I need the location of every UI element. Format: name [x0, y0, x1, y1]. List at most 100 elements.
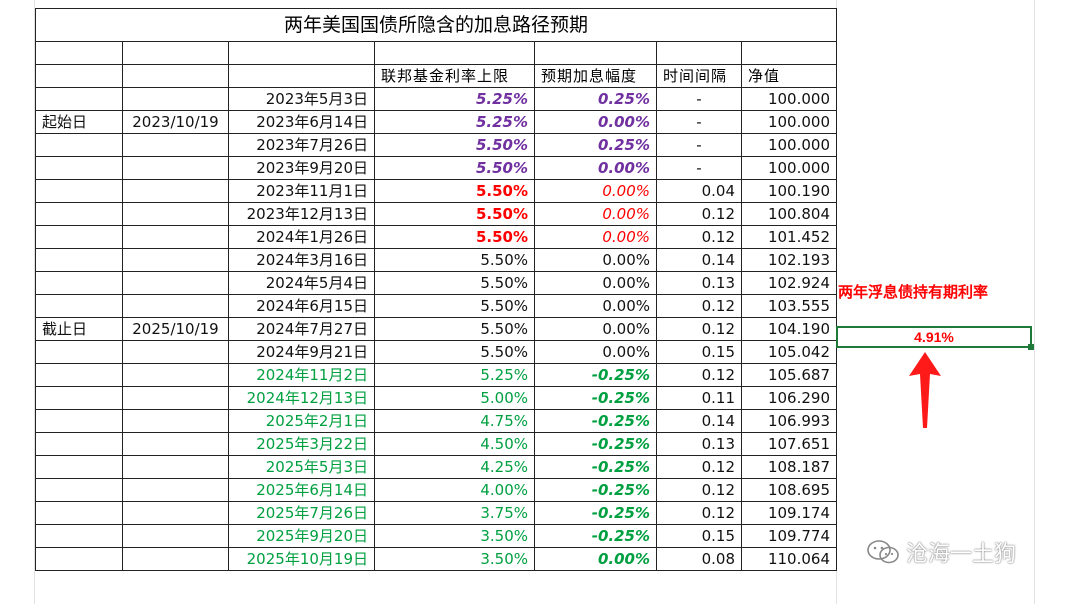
date-label-cell[interactable]	[122, 523, 229, 548]
header-fed-rate-cap[interactable]: 联邦基金利率上限	[374, 63, 535, 88]
label-cell[interactable]	[35, 247, 123, 272]
fed-rate-cap-cell[interactable]: 5.50%	[374, 201, 535, 226]
interval-cell[interactable]: 0.14	[656, 247, 742, 272]
label-cell[interactable]	[35, 178, 123, 203]
expected-hike-cell[interactable]: 0.00%	[534, 224, 657, 249]
fed-rate-cap-cell[interactable]: 5.50%	[374, 270, 535, 295]
interval-cell[interactable]: 0.12	[656, 224, 742, 249]
fed-rate-cap-cell[interactable]: 4.25%	[374, 454, 535, 479]
interval-cell[interactable]: 0.13	[656, 270, 742, 295]
start-label-cell[interactable]: 起始日	[35, 109, 123, 134]
nav-cell[interactable]: 100.000	[741, 109, 837, 134]
label-cell[interactable]	[35, 477, 123, 502]
nav-cell[interactable]: 108.695	[741, 477, 837, 502]
meeting-date-cell[interactable]: 2025年6月14日	[228, 477, 375, 502]
date-label-cell[interactable]	[122, 385, 229, 410]
date-label-cell[interactable]	[122, 454, 229, 479]
fed-rate-cap-cell[interactable]: 5.50%	[374, 224, 535, 249]
label-cell[interactable]	[35, 155, 123, 180]
date-label-cell[interactable]	[122, 86, 229, 111]
fill-handle[interactable]	[1028, 344, 1034, 350]
meeting-date-cell[interactable]: 2024年1月26日	[228, 224, 375, 249]
cell[interactable]	[656, 41, 742, 65]
label-cell[interactable]	[35, 523, 123, 548]
label-cell[interactable]	[35, 293, 123, 318]
nav-cell[interactable]: 108.187	[741, 454, 837, 479]
meeting-date-cell[interactable]: 2024年6月15日	[228, 293, 375, 318]
meeting-date-cell[interactable]: 2025年3月22日	[228, 431, 375, 456]
header-expected-hike[interactable]: 预期加息幅度	[534, 63, 657, 88]
meeting-date-cell[interactable]: 2023年9月20日	[228, 155, 375, 180]
fed-rate-cap-cell[interactable]: 5.50%	[374, 178, 535, 203]
date-label-cell[interactable]	[122, 477, 229, 502]
fed-rate-cap-cell[interactable]: 4.00%	[374, 477, 535, 502]
expected-hike-cell[interactable]: 0.00%	[534, 546, 657, 571]
label-cell[interactable]	[35, 500, 123, 525]
nav-cell[interactable]: 104.190	[741, 316, 837, 341]
meeting-date-cell[interactable]: 2025年7月26日	[228, 500, 375, 525]
fed-rate-cap-cell[interactable]: 3.50%	[374, 546, 535, 571]
fed-rate-cap-cell[interactable]: 5.50%	[374, 155, 535, 180]
fed-rate-cap-cell[interactable]: 5.50%	[374, 293, 535, 318]
date-label-cell[interactable]	[122, 500, 229, 525]
nav-cell[interactable]: 100.190	[741, 178, 837, 203]
fed-rate-cap-cell[interactable]: 4.75%	[374, 408, 535, 433]
end-label-cell[interactable]: 截止日	[35, 316, 123, 341]
nav-cell[interactable]: 107.651	[741, 431, 837, 456]
meeting-date-cell[interactable]: 2023年7月26日	[228, 132, 375, 157]
nav-cell[interactable]: 106.993	[741, 408, 837, 433]
nav-cell[interactable]: 100.000	[741, 132, 837, 157]
date-label-cell[interactable]	[122, 201, 229, 226]
date-label-cell[interactable]	[122, 155, 229, 180]
expected-hike-cell[interactable]: 0.25%	[534, 86, 657, 111]
label-cell[interactable]	[35, 270, 123, 295]
expected-hike-cell[interactable]: 0.00%	[534, 247, 657, 272]
end-date-cell[interactable]: 2025/10/19	[122, 316, 229, 341]
nav-cell[interactable]: 100.000	[741, 155, 837, 180]
nav-cell[interactable]: 102.924	[741, 270, 837, 295]
interval-cell[interactable]: 0.12	[656, 454, 742, 479]
interval-cell[interactable]: 0.04	[656, 178, 742, 203]
meeting-date-cell[interactable]: 2024年12月13日	[228, 385, 375, 410]
date-label-cell[interactable]	[122, 178, 229, 203]
table-title[interactable]: 两年美国国债所隐含的加息路径预期	[35, 8, 837, 42]
interval-cell[interactable]: 0.15	[656, 339, 742, 364]
expected-hike-cell[interactable]: -0.25%	[534, 500, 657, 525]
expected-hike-cell[interactable]: 0.00%	[534, 316, 657, 341]
expected-hike-cell[interactable]: 0.00%	[534, 178, 657, 203]
cell[interactable]	[534, 41, 657, 65]
date-label-cell[interactable]	[122, 293, 229, 318]
nav-cell[interactable]: 109.774	[741, 523, 837, 548]
expected-hike-cell[interactable]: -0.25%	[534, 408, 657, 433]
label-cell[interactable]	[35, 201, 123, 226]
label-cell[interactable]	[35, 132, 123, 157]
label-cell[interactable]	[35, 385, 123, 410]
meeting-date-cell[interactable]: 2025年10月19日	[228, 546, 375, 571]
nav-cell[interactable]: 110.064	[741, 546, 837, 571]
interval-cell[interactable]: 0.14	[656, 408, 742, 433]
cell[interactable]	[35, 63, 123, 88]
expected-hike-cell[interactable]: -0.25%	[534, 362, 657, 387]
date-label-cell[interactable]	[122, 546, 229, 571]
expected-hike-cell[interactable]: 0.00%	[534, 155, 657, 180]
holding-yield-selected-cell[interactable]: 4.91%	[836, 326, 1034, 350]
fed-rate-cap-cell[interactable]: 5.25%	[374, 362, 535, 387]
fed-rate-cap-cell[interactable]: 5.00%	[374, 385, 535, 410]
expected-hike-cell[interactable]: -0.25%	[534, 385, 657, 410]
meeting-date-cell[interactable]: 2025年9月20日	[228, 523, 375, 548]
meeting-date-cell[interactable]: 2024年11月2日	[228, 362, 375, 387]
interval-cell[interactable]: -	[656, 155, 742, 180]
nav-cell[interactable]: 103.555	[741, 293, 837, 318]
fed-rate-cap-cell[interactable]: 5.25%	[374, 86, 535, 111]
header-nav[interactable]: 净值	[741, 63, 837, 88]
meeting-date-cell[interactable]: 2023年12月13日	[228, 201, 375, 226]
meeting-date-cell[interactable]: 2024年9月21日	[228, 339, 375, 364]
interval-cell[interactable]: 0.12	[656, 477, 742, 502]
interval-cell[interactable]: 0.12	[656, 316, 742, 341]
cell[interactable]	[228, 41, 375, 65]
interval-cell[interactable]: 0.12	[656, 293, 742, 318]
interval-cell[interactable]: 0.12	[656, 362, 742, 387]
expected-hike-cell[interactable]: -0.25%	[534, 454, 657, 479]
fed-rate-cap-cell[interactable]: 3.50%	[374, 523, 535, 548]
cell[interactable]	[122, 41, 229, 65]
